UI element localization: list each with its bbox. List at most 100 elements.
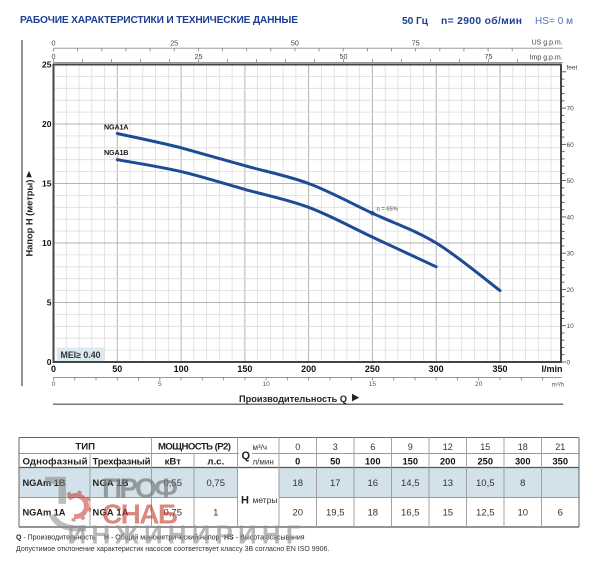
svg-text:150: 150 bbox=[402, 457, 418, 467]
svg-text:20: 20 bbox=[567, 287, 575, 294]
svg-text:16: 16 bbox=[367, 478, 378, 489]
svg-text:16,5: 16,5 bbox=[401, 508, 420, 519]
svg-text:0: 0 bbox=[47, 357, 52, 367]
svg-text:8: 8 bbox=[520, 478, 525, 489]
svg-text:л.с.: л.с. bbox=[207, 457, 224, 468]
svg-text:60: 60 bbox=[567, 142, 575, 149]
svg-text:л/мин: л/мин bbox=[253, 458, 274, 467]
svg-text:70: 70 bbox=[567, 106, 575, 113]
svg-text:0: 0 bbox=[295, 442, 300, 452]
svg-text:0: 0 bbox=[52, 38, 56, 47]
svg-text:Q: Q bbox=[242, 450, 251, 462]
svg-text:0,55: 0,55 bbox=[164, 478, 183, 489]
svg-text:250: 250 bbox=[365, 364, 380, 374]
svg-text:50: 50 bbox=[567, 178, 575, 185]
svg-text:100: 100 bbox=[174, 364, 189, 374]
svg-text:150: 150 bbox=[237, 364, 252, 374]
svg-text:6: 6 bbox=[370, 442, 375, 452]
svg-text:5: 5 bbox=[47, 298, 52, 308]
svg-text:Однофазный: Однофазный bbox=[23, 457, 88, 468]
svg-text:0: 0 bbox=[51, 364, 56, 374]
svg-text:75: 75 bbox=[412, 38, 420, 47]
svg-text:25: 25 bbox=[170, 38, 178, 47]
svg-text:СНАБ: СНАБ bbox=[102, 499, 178, 530]
svg-text:18: 18 bbox=[367, 508, 378, 519]
svg-text:300: 300 bbox=[515, 457, 531, 467]
svg-text:ПРОФ: ПРОФ bbox=[102, 473, 178, 504]
svg-text:US g.p.m.: US g.p.m. bbox=[532, 40, 563, 47]
svg-text:5: 5 bbox=[158, 381, 162, 388]
svg-text:25: 25 bbox=[42, 60, 52, 70]
svg-text:l/min: l/min bbox=[541, 364, 562, 374]
svg-text:n= 2900 об/мин: n= 2900 об/мин bbox=[441, 15, 522, 27]
svg-text:Производительность Q: Производительность Q bbox=[239, 394, 347, 404]
svg-text:40: 40 bbox=[567, 214, 575, 221]
svg-text:17: 17 bbox=[330, 478, 341, 489]
svg-text:кВт: кВт bbox=[165, 457, 182, 468]
svg-text:21: 21 bbox=[555, 442, 565, 452]
svg-text:feet: feet bbox=[567, 65, 578, 72]
svg-text:NGAm 1A: NGAm 1A bbox=[23, 508, 66, 518]
svg-text:75: 75 bbox=[485, 52, 493, 61]
svg-text:NGA1A: NGA1A bbox=[104, 123, 129, 132]
svg-text:NGA 1A: NGA 1A bbox=[93, 508, 129, 518]
svg-text:50: 50 bbox=[340, 52, 348, 61]
svg-text:HS= 0 м: HS= 0 м bbox=[535, 16, 573, 27]
svg-text:МОЩНОСТЬ (P2): МОЩНОСТЬ (P2) bbox=[158, 442, 231, 453]
svg-text:0: 0 bbox=[567, 359, 571, 366]
svg-text:20: 20 bbox=[475, 381, 483, 388]
svg-text:η = 65%: η = 65% bbox=[377, 207, 398, 213]
svg-text:РАБОЧИЕ ХАРАКТЕРИСТИКИ И ТЕХНИ: РАБОЧИЕ ХАРАКТЕРИСТИКИ И ТЕХНИЧЕСКИЕ ДАН… bbox=[20, 15, 298, 26]
svg-text:метры: метры bbox=[253, 495, 278, 505]
svg-text:350: 350 bbox=[552, 457, 568, 467]
svg-text:Напор H (метры): Напор H (метры) bbox=[25, 180, 35, 257]
svg-text:0,75: 0,75 bbox=[207, 478, 226, 489]
svg-text:19,5: 19,5 bbox=[326, 508, 345, 519]
svg-text:13: 13 bbox=[442, 478, 453, 489]
svg-text:0: 0 bbox=[295, 457, 300, 467]
svg-text:250: 250 bbox=[477, 457, 493, 467]
svg-text:350: 350 bbox=[492, 364, 507, 374]
svg-text:20: 20 bbox=[42, 119, 52, 129]
svg-text:NGA 1B: NGA 1B bbox=[93, 478, 129, 488]
svg-text:14,5: 14,5 bbox=[401, 478, 420, 489]
svg-text:20: 20 bbox=[292, 508, 303, 519]
svg-text:12: 12 bbox=[443, 442, 453, 452]
svg-text:MEI≥ 0.40: MEI≥ 0.40 bbox=[61, 350, 101, 360]
svg-text:25: 25 bbox=[195, 52, 203, 61]
svg-text:200: 200 bbox=[301, 364, 316, 374]
svg-text:0: 0 bbox=[52, 52, 56, 61]
svg-text:50 Гц: 50 Гц bbox=[402, 16, 429, 27]
svg-text:9: 9 bbox=[408, 442, 413, 452]
svg-text:NGA1B: NGA1B bbox=[104, 148, 129, 157]
svg-text:15: 15 bbox=[442, 508, 453, 519]
svg-text:0: 0 bbox=[52, 381, 56, 388]
svg-text:18: 18 bbox=[292, 478, 303, 489]
svg-text:15: 15 bbox=[42, 179, 52, 189]
svg-text:30: 30 bbox=[567, 251, 575, 258]
svg-text:м³/ч: м³/ч bbox=[253, 443, 268, 452]
svg-text:ТИП: ТИП bbox=[75, 442, 95, 453]
svg-text:6: 6 bbox=[558, 508, 563, 519]
svg-text:50: 50 bbox=[330, 457, 340, 467]
svg-text:NGAm 1B: NGAm 1B bbox=[23, 478, 66, 488]
svg-text:200: 200 bbox=[440, 457, 456, 467]
svg-text:10: 10 bbox=[262, 381, 270, 388]
svg-text:15: 15 bbox=[369, 381, 377, 388]
svg-text:10: 10 bbox=[517, 508, 528, 519]
svg-text:10,5: 10,5 bbox=[476, 478, 495, 489]
svg-text:Imp g.p.m.: Imp g.p.m. bbox=[530, 54, 563, 61]
svg-text:m³/h: m³/h bbox=[552, 382, 565, 389]
svg-text:18: 18 bbox=[518, 442, 528, 452]
svg-text:3: 3 bbox=[333, 442, 338, 452]
svg-text:15: 15 bbox=[480, 442, 490, 452]
svg-text:H: H bbox=[241, 495, 249, 507]
svg-text:0,75: 0,75 bbox=[164, 508, 183, 519]
svg-text:10: 10 bbox=[567, 323, 575, 330]
svg-text:10: 10 bbox=[42, 238, 52, 248]
svg-text:50: 50 bbox=[291, 38, 299, 47]
svg-text:Допустимое отклонение характер: Допустимое отклонение характеристик насо… bbox=[16, 546, 329, 553]
svg-text:ИНЖИНИРИНГ: ИНЖИНИРИНГ bbox=[68, 520, 301, 550]
svg-text:300: 300 bbox=[429, 364, 444, 374]
